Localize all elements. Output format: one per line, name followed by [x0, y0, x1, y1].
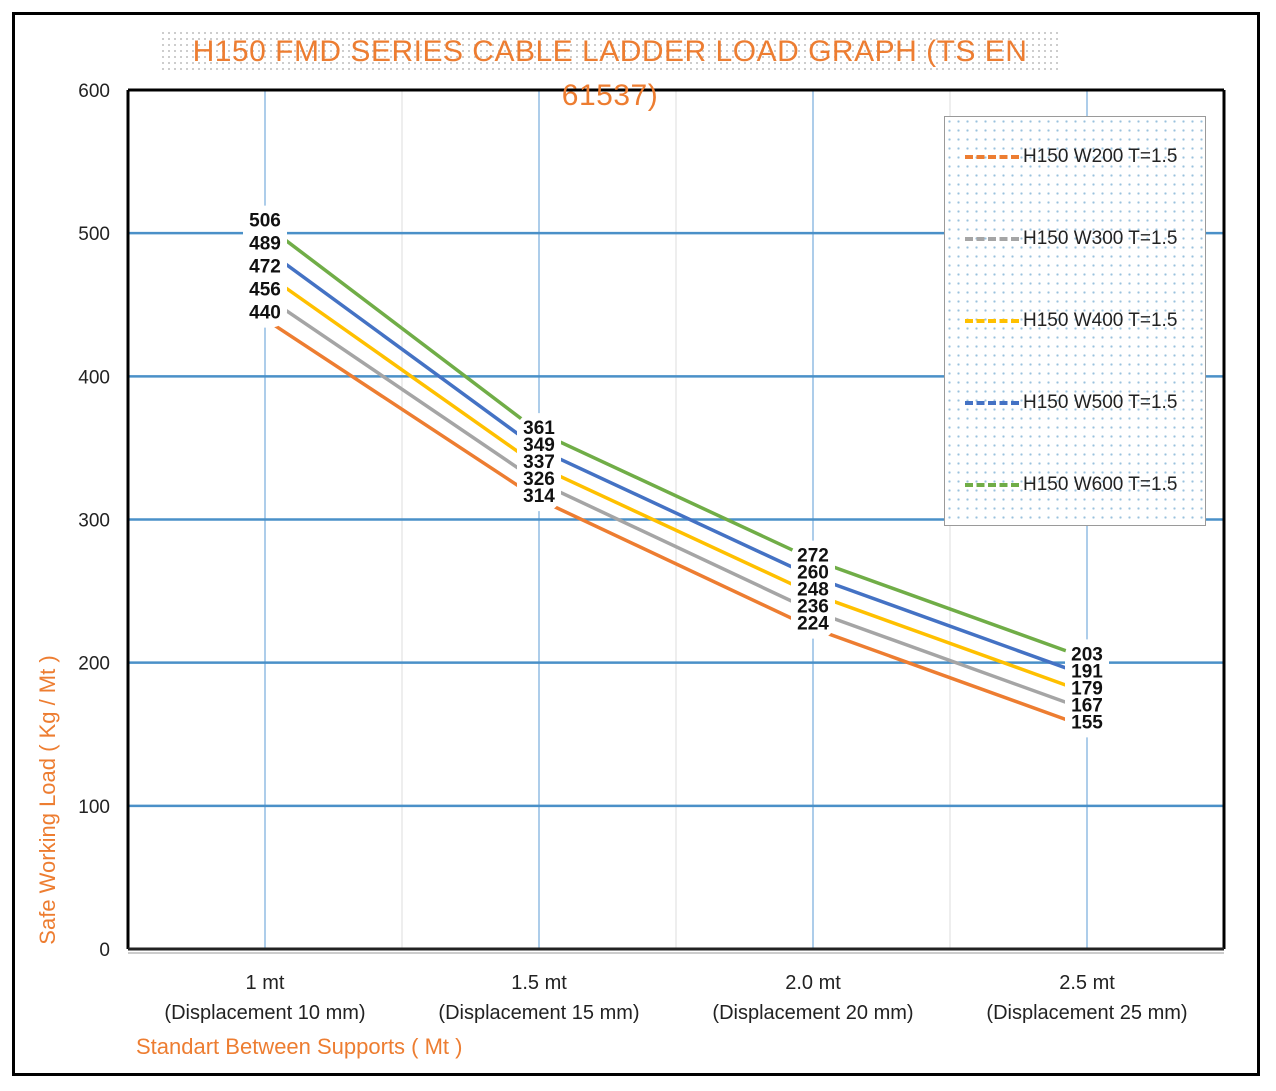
y-tick-label: 300 [78, 511, 110, 532]
chart-frame [12, 12, 1260, 1076]
legend-swatch [965, 155, 1019, 159]
x-axis-label: Standart Between Supports ( Mt ) [136, 1034, 463, 1059]
data-label-backdrop [791, 540, 835, 639]
x-tick-displacement: (Displacement 10 mm) [164, 1002, 366, 1024]
data-label: 456 [249, 280, 281, 301]
y-tick-label: 500 [78, 224, 110, 245]
legend-swatch [965, 401, 1019, 405]
plot-area-border [126, 88, 1226, 954]
legend-item: H150 W600 T=1.5 [965, 473, 1177, 497]
data-label: 272 [797, 546, 829, 567]
x-tick-label: 2.5 mt (Displacement 25 mm) [957, 968, 1217, 1028]
data-label: 155 [1071, 712, 1103, 733]
data-label: 314 [523, 486, 555, 507]
x-tick-label: 2.0 mt (Displacement 20 mm) [683, 968, 943, 1028]
x-tick-displacement: (Displacement 25 mm) [986, 1002, 1188, 1024]
x-tick-distance: 2.0 mt [785, 972, 841, 994]
legend-label: H150 W200 T=1.5 [1023, 146, 1178, 167]
x-tick-distance: 1.5 mt [511, 972, 567, 994]
data-label: 506 [249, 211, 281, 232]
series-line [264, 317, 1088, 729]
x-tick-displacement: (Displacement 20 mm) [712, 1002, 914, 1024]
y-axis-label: Safe Working Load ( Kg / Mt ) [35, 655, 60, 945]
series-line [264, 294, 1088, 712]
x-tick-label: 1.5 mt (Displacement 15 mm) [409, 968, 669, 1028]
x-tick-distance: 2.5 mt [1059, 972, 1115, 994]
data-label: 203 [1071, 644, 1103, 665]
series-lines [263, 223, 1088, 729]
y-tick-label: 200 [78, 654, 110, 675]
data-label: 349 [523, 435, 555, 456]
data-label: 326 [523, 469, 555, 490]
data-label: 179 [1071, 678, 1103, 699]
y-tick-label: 400 [78, 367, 110, 388]
data-label: 337 [523, 452, 555, 473]
data-label-backdrop [243, 205, 287, 328]
legend-item: H150 W300 T=1.5 [965, 227, 1177, 251]
legend-swatch [965, 319, 1019, 323]
data-label: 191 [1071, 661, 1103, 682]
data-label: 440 [249, 303, 281, 324]
legend-swatch [965, 483, 1019, 487]
legend-label: H150 W400 T=1.5 [1023, 310, 1178, 331]
legend-item: H150 W200 T=1.5 [965, 145, 1177, 169]
data-label-backdrop [517, 413, 561, 512]
legend-item: H150 W500 T=1.5 [965, 391, 1177, 415]
x-tick-label: 1 mt (Displacement 10 mm) [135, 968, 395, 1028]
y-tick-labels: 0 100 200 300 400 500 600 [78, 81, 110, 961]
legend-swatch [965, 237, 1019, 241]
series-line [263, 223, 1088, 661]
legend-label: H150 W500 T=1.5 [1023, 392, 1178, 413]
x-tick-distance: 1 mt [245, 972, 285, 994]
legend-label: H150 W600 T=1.5 [1023, 474, 1178, 495]
legend-label: H150 W300 T=1.5 [1023, 228, 1178, 249]
y-tick-label: 0 [99, 940, 110, 961]
data-label: 361 [523, 418, 555, 439]
data-label: 236 [797, 597, 829, 618]
y-tick-label: 600 [78, 81, 110, 102]
data-label-backdrop [1065, 639, 1109, 738]
data-label: 472 [249, 257, 281, 278]
series-line [263, 271, 1088, 695]
x-tick-displacement: (Displacement 15 mm) [438, 1002, 640, 1024]
data-label: 224 [797, 614, 829, 635]
legend-item: H150 W400 T=1.5 [965, 309, 1177, 333]
y-tick-label: 100 [78, 797, 110, 818]
legend: H150 W200 T=1.5 H150 W300 T=1.5 H150 W400 … [944, 116, 1206, 526]
data-label: 167 [1071, 695, 1103, 716]
data-label: 260 [797, 563, 829, 584]
data-labels: 5064894724564403613493373263142722602482… [243, 205, 1109, 738]
data-label: 489 [249, 234, 281, 255]
chart-title: H150 FMD SERIES CABLE LADDER LOAD GRAPH … [160, 30, 1060, 112]
data-label: 248 [797, 580, 829, 601]
series-line [263, 247, 1088, 678]
